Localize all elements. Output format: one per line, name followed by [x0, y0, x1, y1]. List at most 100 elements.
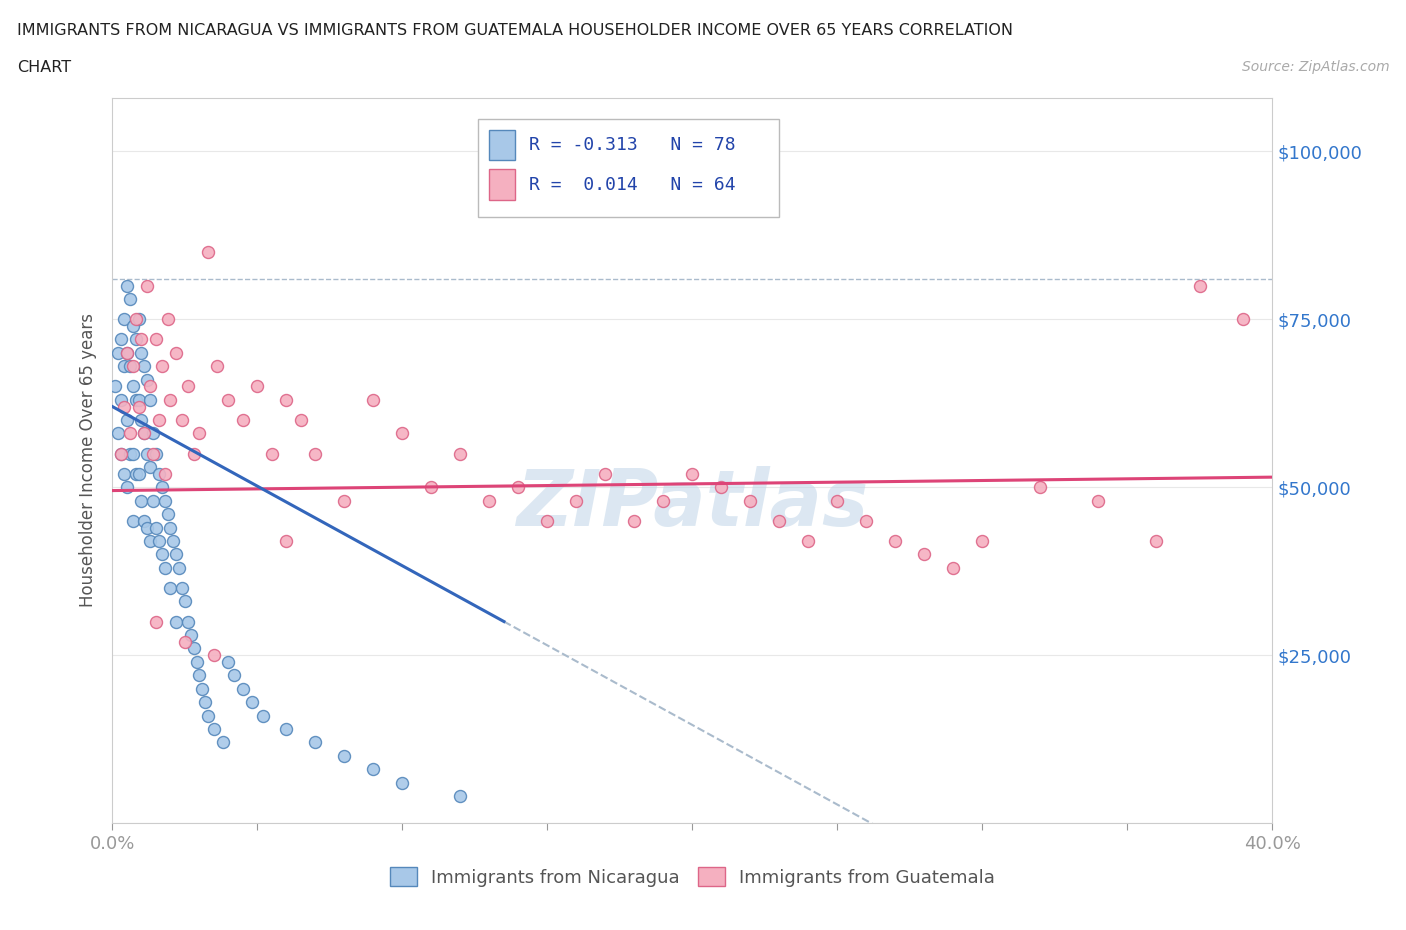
Point — [159, 580, 181, 595]
Point — [124, 392, 148, 407]
Point — [565, 493, 588, 508]
Point — [191, 682, 214, 697]
Point — [139, 379, 162, 394]
Point — [107, 426, 129, 441]
Point — [118, 446, 141, 461]
Point — [304, 446, 326, 461]
Point — [972, 534, 994, 549]
Bar — [489, 129, 515, 160]
Point — [115, 278, 138, 293]
Point — [153, 466, 176, 481]
Point — [391, 426, 413, 441]
Point — [115, 345, 138, 360]
Point — [333, 493, 356, 508]
Point — [276, 534, 298, 549]
Point — [165, 614, 187, 629]
Point — [194, 695, 217, 710]
Point — [136, 520, 159, 535]
Text: R = -0.313   N = 78: R = -0.313 N = 78 — [529, 136, 735, 153]
Point — [478, 493, 501, 508]
Point — [333, 749, 356, 764]
Point — [145, 332, 167, 347]
Point — [197, 708, 219, 723]
Point — [1029, 480, 1052, 495]
Point — [118, 426, 141, 441]
Point — [363, 392, 385, 407]
Point — [682, 466, 704, 481]
Point — [139, 534, 162, 549]
Point — [855, 513, 877, 528]
Point — [159, 392, 181, 407]
Point — [218, 392, 240, 407]
Point — [363, 762, 385, 777]
Point — [202, 722, 225, 737]
Point — [124, 466, 148, 481]
Point — [827, 493, 849, 508]
Point — [276, 392, 298, 407]
Point — [942, 561, 965, 576]
Point — [136, 372, 159, 387]
Point — [134, 359, 156, 374]
Point — [1232, 312, 1254, 326]
Text: R =  0.014   N = 64: R = 0.014 N = 64 — [529, 176, 735, 193]
Point — [183, 446, 205, 461]
Point — [450, 446, 472, 461]
Point — [595, 466, 617, 481]
Point — [246, 379, 269, 394]
Point — [150, 547, 173, 562]
Point — [145, 614, 167, 629]
Point — [112, 466, 135, 481]
Point — [128, 466, 150, 481]
Point — [136, 278, 159, 293]
Point — [420, 480, 443, 495]
Point — [174, 634, 197, 649]
Point — [202, 647, 225, 662]
Point — [1188, 278, 1211, 293]
Point — [914, 547, 936, 562]
Point — [124, 332, 148, 347]
Point — [121, 513, 143, 528]
Point — [1087, 493, 1109, 508]
Point — [252, 708, 274, 723]
Point — [177, 379, 200, 394]
Point — [240, 695, 263, 710]
Point — [110, 446, 132, 461]
Point — [131, 413, 153, 428]
Point — [121, 359, 143, 374]
Point — [623, 513, 645, 528]
Point — [110, 332, 132, 347]
Point — [211, 735, 233, 750]
Point — [142, 446, 165, 461]
Point — [740, 493, 762, 508]
Point — [150, 480, 173, 495]
Point — [110, 392, 132, 407]
Point — [145, 446, 167, 461]
Text: IMMIGRANTS FROM NICARAGUA VS IMMIGRANTS FROM GUATEMALA HOUSEHOLDER INCOME OVER 6: IMMIGRANTS FROM NICARAGUA VS IMMIGRANTS … — [17, 23, 1012, 38]
Point — [153, 493, 176, 508]
Point — [107, 345, 129, 360]
Point — [153, 561, 176, 576]
Point — [884, 534, 907, 549]
Point — [188, 668, 211, 683]
Point — [131, 493, 153, 508]
Point — [142, 493, 165, 508]
Legend: Immigrants from Nicaragua, Immigrants from Guatemala: Immigrants from Nicaragua, Immigrants fr… — [382, 860, 1002, 894]
Point — [115, 413, 138, 428]
Point — [165, 345, 187, 360]
Point — [121, 319, 143, 334]
Text: CHART: CHART — [17, 60, 70, 75]
Point — [131, 332, 153, 347]
Point — [450, 789, 472, 804]
Point — [652, 493, 675, 508]
Point — [121, 379, 143, 394]
Point — [167, 561, 190, 576]
Point — [260, 446, 283, 461]
Point — [112, 399, 135, 414]
Point — [124, 312, 148, 326]
Point — [136, 446, 159, 461]
Point — [112, 359, 135, 374]
Point — [115, 345, 138, 360]
Point — [148, 534, 170, 549]
Point — [172, 413, 194, 428]
Point — [290, 413, 312, 428]
